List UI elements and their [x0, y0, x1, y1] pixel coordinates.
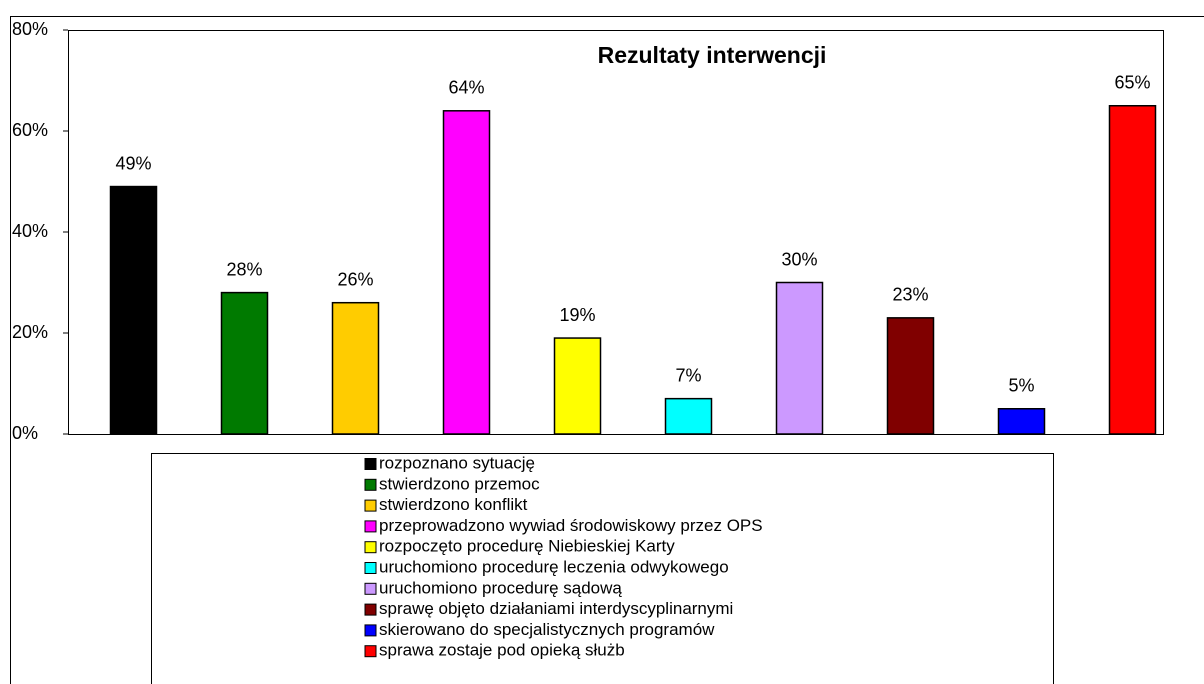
legend-swatch: [364, 562, 377, 574]
legend-label: przeprowadzono wywiad środowiskowy przez…: [379, 516, 763, 535]
data-label: 5%: [1008, 376, 1034, 396]
data-label: 7%: [675, 365, 701, 385]
bar: [775, 281, 824, 435]
bar: [553, 337, 602, 435]
legend-swatch: [364, 645, 377, 658]
y-tick-label: 80%: [12, 19, 48, 39]
legend-label: sprawę objęto działaniami interdyscyplin…: [379, 599, 733, 618]
data-label: 64%: [448, 78, 484, 98]
bar: [442, 110, 491, 435]
bar: [331, 301, 380, 435]
legend-swatch: [364, 458, 377, 470]
legend-label: uruchomiono procedurę leczenia odwykoweg…: [379, 557, 729, 576]
legend: [151, 453, 1054, 684]
data-label: 23%: [892, 285, 928, 305]
data-label: 49%: [115, 153, 151, 173]
legend-label: sprawa zostaje pod opieką służb: [379, 641, 625, 660]
legend-label: rozpoznano sytuację: [379, 453, 535, 472]
y-tick-label: 60%: [12, 120, 48, 140]
legend-label: stwierdzono przemoc: [379, 474, 540, 493]
legend-label: stwierdzono konflikt: [379, 495, 528, 514]
legend-swatch: [364, 499, 377, 512]
plot-area: [68, 30, 1164, 435]
legend-label: uruchomiono procedurę sądową: [379, 578, 622, 597]
data-label: 19%: [559, 305, 595, 325]
chart-title: Rezultaty interwencji: [598, 42, 827, 68]
y-tick-label: 20%: [12, 322, 48, 342]
bar: [664, 397, 713, 435]
legend-swatch: [364, 520, 377, 533]
bar: [109, 185, 158, 435]
data-label: 26%: [337, 269, 373, 289]
legend-swatch: [364, 478, 377, 491]
data-label: 65%: [1114, 73, 1150, 93]
bar: [220, 291, 269, 435]
bar: [997, 408, 1046, 435]
legend-swatch: [364, 624, 377, 637]
data-label: 28%: [226, 259, 262, 279]
legend-label: rozpoczęto procedurę Niebieskiej Karty: [379, 537, 675, 556]
legend-label: skierowano do specjalistycznych programó…: [379, 620, 715, 639]
legend-swatch: [364, 582, 377, 595]
bar: [886, 317, 935, 435]
legend-swatch: [364, 541, 377, 554]
y-tick-label: 0%: [12, 423, 38, 443]
data-label: 30%: [781, 249, 817, 269]
y-tick-label: 40%: [12, 221, 48, 241]
bar: [1108, 105, 1157, 435]
legend-swatch: [364, 603, 377, 616]
